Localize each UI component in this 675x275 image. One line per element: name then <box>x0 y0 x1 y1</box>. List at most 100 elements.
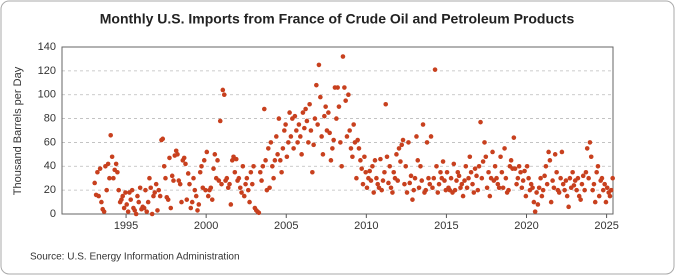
data-point <box>314 82 319 88</box>
data-point <box>119 197 124 202</box>
data-point <box>105 161 111 167</box>
data-point <box>328 158 334 163</box>
data-point <box>464 185 470 191</box>
data-point <box>217 118 223 124</box>
y-tick-label: 120 <box>38 65 56 77</box>
chart-title: Monthly U.S. Imports from France of Crud… <box>100 11 575 27</box>
data-point <box>330 146 335 151</box>
data-point <box>132 208 138 213</box>
data-point <box>424 140 430 145</box>
data-point <box>356 146 362 151</box>
data-point <box>294 128 299 133</box>
data-point <box>271 175 276 181</box>
data-point <box>236 175 242 181</box>
data-point <box>554 169 559 175</box>
data-point <box>399 142 405 148</box>
data-point <box>400 137 406 143</box>
data-point <box>209 197 215 202</box>
data-point <box>455 169 461 175</box>
data-point <box>296 122 302 127</box>
data-point <box>540 187 546 193</box>
data-point <box>532 209 538 214</box>
data-point <box>402 181 407 187</box>
data-point <box>196 202 202 207</box>
data-point <box>326 110 331 115</box>
data-point <box>602 181 607 187</box>
data-point <box>304 118 310 124</box>
data-point <box>534 190 539 195</box>
data-point <box>508 158 514 163</box>
data-point <box>173 148 179 154</box>
data-point <box>600 187 606 193</box>
data-point <box>307 101 312 107</box>
data-point <box>355 137 360 143</box>
data-point <box>479 175 485 181</box>
data-point <box>262 106 267 112</box>
data-point <box>462 178 467 183</box>
data-point <box>311 142 316 148</box>
data-point <box>224 175 230 181</box>
x-tick-label: 2010 <box>354 220 378 232</box>
data-point <box>335 85 340 90</box>
data-point <box>360 181 366 187</box>
data-point <box>390 190 395 195</box>
data-point <box>407 180 413 186</box>
data-point <box>475 187 481 193</box>
data-point <box>185 171 191 176</box>
data-point <box>334 116 339 121</box>
data-point <box>243 181 248 187</box>
data-point <box>499 169 505 175</box>
data-point <box>247 199 252 205</box>
data-point <box>233 156 239 162</box>
data-point <box>319 134 324 139</box>
data-point <box>404 190 410 195</box>
data-point <box>175 152 180 157</box>
data-point <box>156 187 162 193</box>
x-tick-label: 2025 <box>594 220 618 232</box>
y-tick-label: 100 <box>38 89 56 101</box>
data-point <box>551 185 557 191</box>
data-point <box>471 190 477 195</box>
data-point <box>315 122 320 127</box>
data-point <box>189 199 195 205</box>
data-point <box>552 152 558 157</box>
data-point <box>490 149 495 155</box>
data-point <box>299 152 304 157</box>
data-point <box>204 149 210 155</box>
data-point <box>283 122 288 127</box>
x-tick-label: 2005 <box>274 220 298 232</box>
data-point <box>287 110 292 115</box>
data-point <box>347 128 352 133</box>
data-point <box>579 181 585 187</box>
data-point <box>129 187 135 193</box>
data-point <box>604 185 610 191</box>
data-point <box>260 163 266 169</box>
data-point <box>608 187 614 193</box>
data-point <box>372 158 378 163</box>
data-point <box>272 158 278 163</box>
data-point <box>282 128 287 133</box>
data-point <box>483 154 489 160</box>
data-point <box>571 183 577 188</box>
data-point <box>153 181 159 187</box>
data-point <box>108 132 113 138</box>
data-point <box>303 106 308 112</box>
data-point <box>270 163 275 169</box>
data-point <box>542 173 547 179</box>
data-point <box>95 169 100 175</box>
data-point <box>548 199 554 205</box>
data-point <box>430 185 435 191</box>
data-point <box>431 175 437 181</box>
data-point <box>515 175 521 181</box>
x-tick-label: 2020 <box>514 220 538 232</box>
data-point <box>212 152 218 157</box>
data-point <box>111 175 116 181</box>
data-point <box>177 181 183 187</box>
data-point <box>562 187 567 193</box>
data-point <box>225 185 231 191</box>
data-point <box>550 178 555 183</box>
data-point <box>536 185 542 191</box>
data-point <box>387 163 393 169</box>
data-point <box>427 181 433 187</box>
